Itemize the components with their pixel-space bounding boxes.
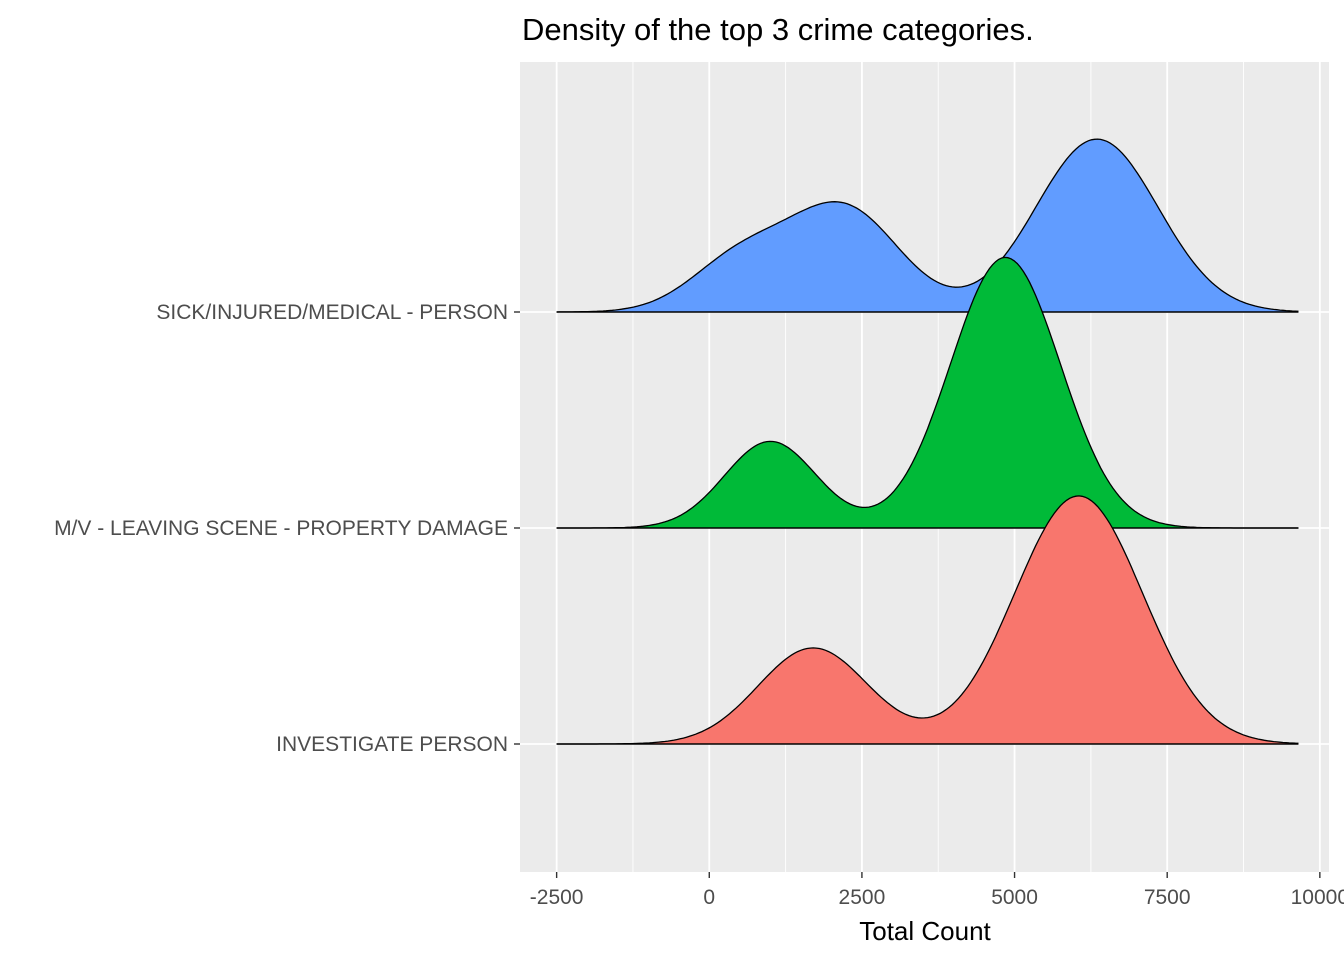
- chart-title: Density of the top 3 crime categories.: [522, 12, 1034, 47]
- x-tick-label: 5000: [991, 886, 1038, 909]
- ridge-fill: [556, 495, 1299, 744]
- y-tick-label: INVESTIGATE PERSON: [276, 733, 508, 756]
- x-axis-label: Total Count: [859, 916, 991, 946]
- ridge-fill: [556, 257, 1299, 528]
- x-tick-label: -2500: [530, 886, 584, 909]
- ridge-outline: [556, 256, 1299, 529]
- ridge-outline: [556, 138, 1299, 313]
- x-axis: -2500 0 2500 5000 7500 10000: [530, 872, 1344, 909]
- x-tick-label: 0: [703, 886, 715, 909]
- density-ridges: [556, 138, 1299, 745]
- x-tick-label: 7500: [1144, 886, 1191, 909]
- y-tick-label: SICK/INJURED/MEDICAL - PERSON: [156, 301, 508, 324]
- x-tick-label: 2500: [839, 886, 886, 909]
- y-axis: INVESTIGATE PERSON M/V - LEAVING SCENE - …: [54, 301, 520, 756]
- ridge-fill: [556, 139, 1299, 312]
- y-tick-label: M/V - LEAVING SCENE - PROPERTY DAMAGE: [54, 517, 508, 540]
- ridge-outline: [556, 495, 1299, 745]
- x-tick-label: 10000: [1291, 886, 1344, 909]
